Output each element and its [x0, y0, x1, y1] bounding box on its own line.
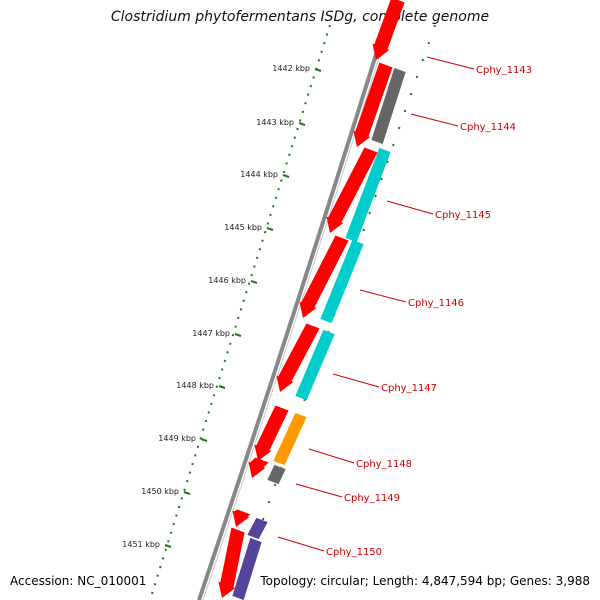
- gene-label[interactable]: Cphy_1146: [408, 298, 464, 309]
- gene-category-bar[interactable]: [232, 537, 262, 600]
- scale-tick-label: 1450 kbp: [141, 487, 179, 496]
- gene-label[interactable]: Cphy_1144: [460, 122, 516, 133]
- scale-tick: [266, 227, 274, 231]
- gene-category-bar[interactable]: [273, 412, 307, 466]
- gene-leader-line: [277, 536, 325, 552]
- scale-tick: [234, 333, 242, 337]
- scale-tick-label: 1444 kbp: [240, 170, 278, 179]
- gene-category-bar[interactable]: [247, 517, 268, 540]
- gene-label[interactable]: Cphy_1147: [381, 383, 437, 394]
- scale-tick-label: 1449 kbp: [158, 434, 196, 443]
- cds-arrow[interactable]: [299, 235, 349, 318]
- cds-arrow[interactable]: [276, 323, 320, 392]
- scale-tick-label: 1442 kbp: [272, 64, 310, 73]
- scale-tick-label: 1445 kbp: [224, 223, 262, 232]
- scale-tick-label: 1443 kbp: [256, 118, 294, 127]
- gene-leader-line: [359, 289, 407, 303]
- gene-category-bar[interactable]: [295, 329, 335, 401]
- gene-label[interactable]: Cphy_1143: [476, 65, 532, 76]
- scale-tick: [200, 438, 208, 442]
- gene-category-bar[interactable]: [267, 464, 286, 485]
- accession-text: Accession: NC_010001: [10, 574, 147, 588]
- gene-category-bar[interactable]: [320, 239, 364, 324]
- scale-tick: [218, 385, 226, 389]
- gene-label[interactable]: Cphy_1149: [344, 493, 400, 504]
- scale-tick-label: 1448 kbp: [176, 381, 214, 390]
- genome-backbone: [197, 0, 395, 600]
- gene-leader-line: [386, 200, 434, 215]
- scale-tick: [314, 68, 322, 72]
- scale-tick: [250, 280, 258, 284]
- gene-label[interactable]: Cphy_1145: [435, 210, 491, 221]
- scale-tick: [183, 491, 191, 495]
- scale-tick: [298, 122, 306, 126]
- cds-arrow[interactable]: [353, 62, 393, 147]
- scale-tick: [282, 174, 290, 178]
- cds-arrow[interactable]: [326, 147, 378, 233]
- gene-leader-line: [410, 113, 459, 127]
- gene-category-bar[interactable]: [371, 67, 406, 145]
- genome-summary: Topology: circular; Length: 4,847,594 bp…: [260, 574, 590, 588]
- scale-tick-label: 1446 kbp: [208, 276, 246, 285]
- scale-tick-label: 1447 kbp: [192, 329, 230, 338]
- gene-leader-line: [426, 56, 475, 70]
- gene-leader-line: [295, 483, 343, 498]
- gene-leader-line: [308, 448, 355, 464]
- cds-arrow[interactable]: [232, 509, 251, 527]
- gene-leader-line: [332, 373, 380, 388]
- scale-tick: [164, 544, 172, 548]
- cds-arrow[interactable]: [254, 405, 289, 461]
- gene-category-bar[interactable]: [345, 147, 391, 243]
- cds-arrow[interactable]: [248, 457, 269, 478]
- gene-label[interactable]: Cphy_1150: [326, 547, 382, 558]
- cds-arrow[interactable]: [218, 527, 245, 598]
- scale-tick-label: 1451 kbp: [122, 540, 160, 549]
- cds-arrow[interactable]: [372, 0, 405, 60]
- gene-label[interactable]: Cphy_1148: [356, 459, 412, 470]
